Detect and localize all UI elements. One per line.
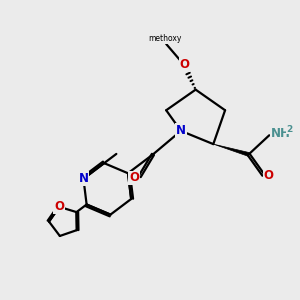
Text: methoxy: methoxy <box>148 34 182 43</box>
Text: N: N <box>176 124 186 137</box>
Text: O: O <box>54 200 64 213</box>
Text: NH: NH <box>271 127 291 140</box>
Polygon shape <box>213 144 249 156</box>
Text: N: N <box>78 172 88 185</box>
Text: O: O <box>264 169 274 182</box>
Text: 2: 2 <box>286 125 292 134</box>
Text: O: O <box>129 172 140 184</box>
Text: O: O <box>179 58 190 71</box>
